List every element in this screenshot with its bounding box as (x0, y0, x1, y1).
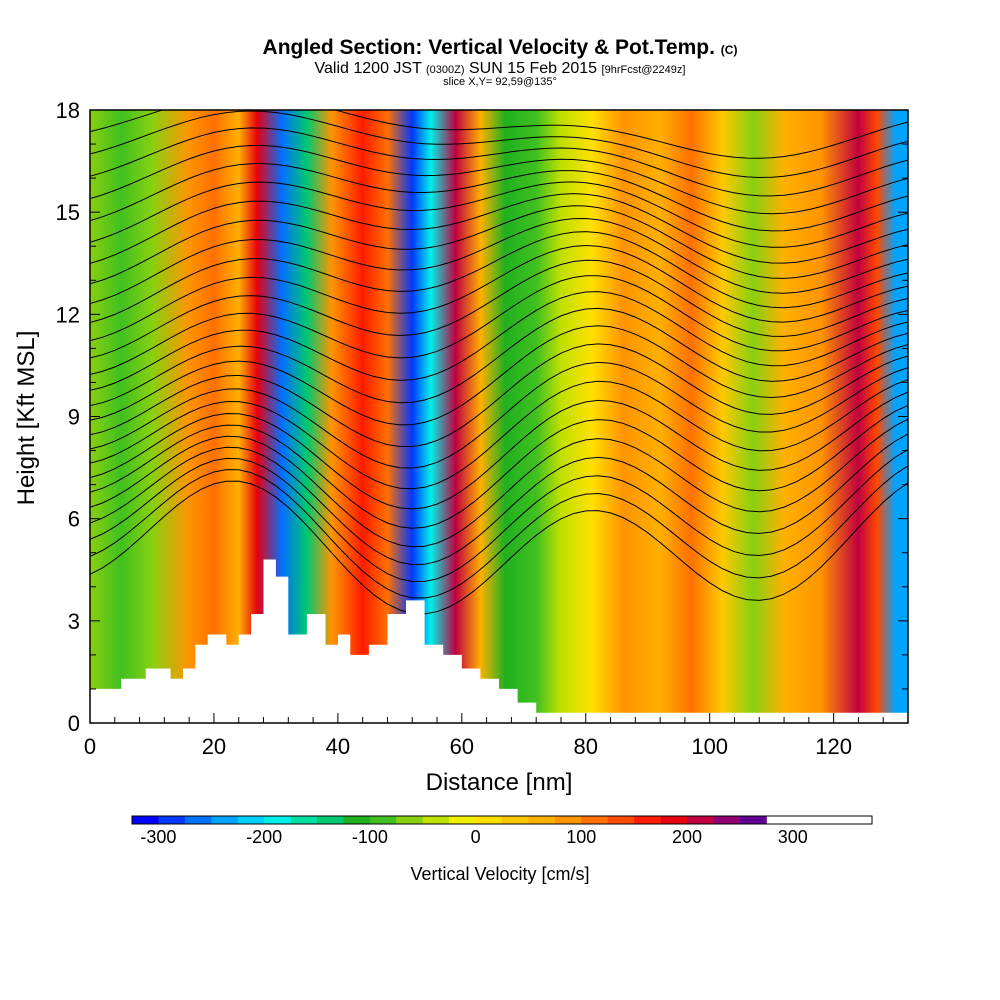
theta-contour (90, 244, 908, 342)
theta-contour (90, 291, 908, 391)
theta-contour (90, 418, 908, 548)
y-tick-label: 15 (56, 200, 80, 225)
colorbar-swatch (660, 816, 688, 824)
colorbar-tick-label: 200 (672, 827, 702, 847)
colorbar-swatch (502, 816, 529, 824)
x-tick-label: 20 (202, 734, 226, 759)
theta-contour (90, 391, 908, 510)
colorbar-swatch (449, 816, 476, 824)
potential-temperature-contours (90, 110, 908, 615)
theta-contour (90, 205, 908, 285)
colorbar-swatch (369, 816, 397, 824)
y-tick-label: 9 (68, 405, 80, 430)
y-tick-label: 12 (56, 302, 80, 327)
copyright-mark: (C) (720, 43, 738, 57)
x-tick-label: 40 (326, 734, 350, 759)
colorbar-tick-label: -100 (352, 827, 388, 847)
theta-contour (90, 217, 908, 304)
chart-subtitle: Valid 1200 JST (0300Z) SUN 15 Feb 2015 [… (0, 60, 1000, 79)
colorbar-swatch (396, 816, 424, 824)
slice-info: slice X,Y= 92,59@135° (443, 76, 557, 88)
title-text: Angled Section: Vertical Velocity & Pot.… (262, 36, 715, 59)
colorbar-swatch (713, 816, 741, 824)
colorbar-tick-label: 100 (566, 827, 596, 847)
colorbar-swatch (264, 816, 291, 824)
theta-contour (90, 343, 908, 447)
y-axis-label: Height [Kft MSL] (13, 331, 40, 506)
colorbar-swatch (343, 816, 371, 824)
terrain-profile (90, 559, 908, 723)
theta-contour (90, 449, 908, 582)
colorbar-swatch (554, 816, 582, 824)
colorbar-tick-label: -200 (246, 827, 282, 847)
theta-contour (90, 110, 908, 179)
colorbar: -300 -200 -100 0 100 200 300 (131, 815, 873, 847)
y-axis: 0 3 6 9 12 15 18 (56, 98, 908, 736)
theta-contour (90, 361, 908, 469)
colorbar-tick-label: -300 (140, 827, 176, 847)
colorbar-swatch (687, 816, 714, 824)
colorbar-swatch (211, 816, 239, 824)
colorbar-swatch (528, 816, 556, 824)
colorbar-tick-label: 0 (471, 827, 481, 847)
x-tick-label: 100 (691, 734, 728, 759)
colorbar-swatch (132, 816, 159, 824)
theta-contour (90, 379, 908, 490)
valid-time: Valid 1200 JST (314, 60, 422, 77)
colorbar-swatch (317, 816, 344, 824)
chart-title: Angled Section: Vertical Velocity & Pot.… (0, 36, 1000, 60)
theta-contour (90, 275, 908, 375)
x-tick-label: 60 (450, 734, 474, 759)
x-axis-label: Distance [nm] (426, 769, 573, 796)
forecast-info: [9hrFcst@2249z] (601, 64, 686, 76)
colorbar-swatch (581, 816, 609, 824)
theta-contour (90, 163, 908, 232)
valid-utc: (0300Z) (426, 64, 465, 76)
y-tick-label: 6 (68, 507, 80, 532)
theta-contour (90, 231, 908, 323)
theta-contour (90, 325, 908, 426)
x-axis: 0 20 40 60 80 100 120 (84, 713, 909, 759)
theta-contour (90, 127, 908, 197)
colorbar-tick-label: 300 (778, 827, 808, 847)
theta-contour (90, 404, 908, 529)
colorbar-swatch (237, 816, 265, 824)
colorbar-swatch (739, 816, 767, 824)
y-tick-label: 0 (68, 711, 80, 736)
theta-contour (90, 433, 908, 566)
colorbar-swatch (158, 816, 186, 824)
y-tick-label: 3 (68, 609, 80, 634)
theta-contour (90, 181, 908, 248)
theta-contour (90, 193, 908, 264)
theta-contour (90, 259, 908, 359)
colorbar-swatch (475, 816, 503, 824)
colorbar-frame (131, 815, 873, 825)
plot-area (90, 110, 908, 723)
colorbar-swatch (422, 816, 450, 824)
x-tick-label: 120 (815, 734, 852, 759)
vertical-velocity-field (90, 110, 908, 723)
x-tick-label: 0 (84, 734, 96, 759)
colorbar-swatch (184, 816, 212, 824)
theta-contour (90, 145, 908, 215)
theta-contour (90, 307, 908, 407)
valid-date: SUN 15 Feb 2015 (469, 60, 598, 77)
x-tick-label: 80 (574, 734, 598, 759)
colorbar-label: Vertical Velocity [cm/s] (410, 864, 589, 884)
y-tick-label: 18 (56, 98, 80, 123)
theta-contour (90, 480, 908, 615)
colorbar-swatch (634, 816, 661, 824)
colorbar-swatch (290, 816, 318, 824)
theta-contour (90, 465, 908, 599)
colorbar-swatch (607, 816, 635, 824)
theta-contour (90, 110, 908, 159)
